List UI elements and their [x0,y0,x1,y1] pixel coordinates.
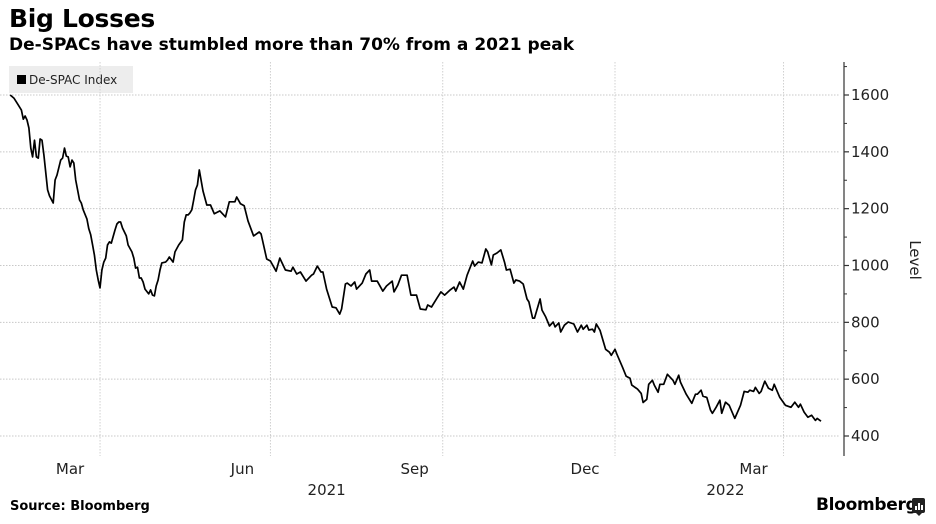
legend-swatch-de-spac-index [17,75,26,84]
x-tick-label: Sep [400,460,428,478]
y-tick-label: 1200 [851,200,889,218]
x-tick-label: Dec [571,460,600,478]
series-line-de-spac-index [9,94,822,422]
y-tick-label: 1400 [851,143,889,161]
x-year-label: 2022 [706,481,744,499]
gridlines [0,62,840,456]
y-tick-label: 600 [851,370,880,388]
brand-logo-text: Bloomberg [816,495,918,515]
chart-subtitle: De-SPACs have stumbled more than 70% fro… [9,35,575,55]
legend-label-de-spac-index: De-SPAC Index [29,72,118,87]
legend: De-SPAC Index [9,66,133,93]
x-tick-label: Jun [230,460,254,478]
y-axis: 400 600 800 1000 1200 1400 1600 [843,62,889,456]
y-tick-label: 400 [851,427,880,445]
source-note: Source: Bloomberg [10,499,150,514]
x-axis: Mar Jun Sep Dec Mar 2021 2022 [56,460,769,499]
x-tick-label: Mar [56,460,85,478]
series-layer [9,94,822,422]
y-axis-label: Level [906,240,924,280]
y-tick-label: 1000 [851,257,889,275]
x-year-label: 2021 [308,481,346,499]
y-tick-label: 1600 [851,86,889,104]
bloomberg-icon [912,498,925,516]
chart-title: Big Losses [9,4,155,33]
y-tick-label: 800 [851,313,880,331]
x-tick-label: Mar [739,460,768,478]
